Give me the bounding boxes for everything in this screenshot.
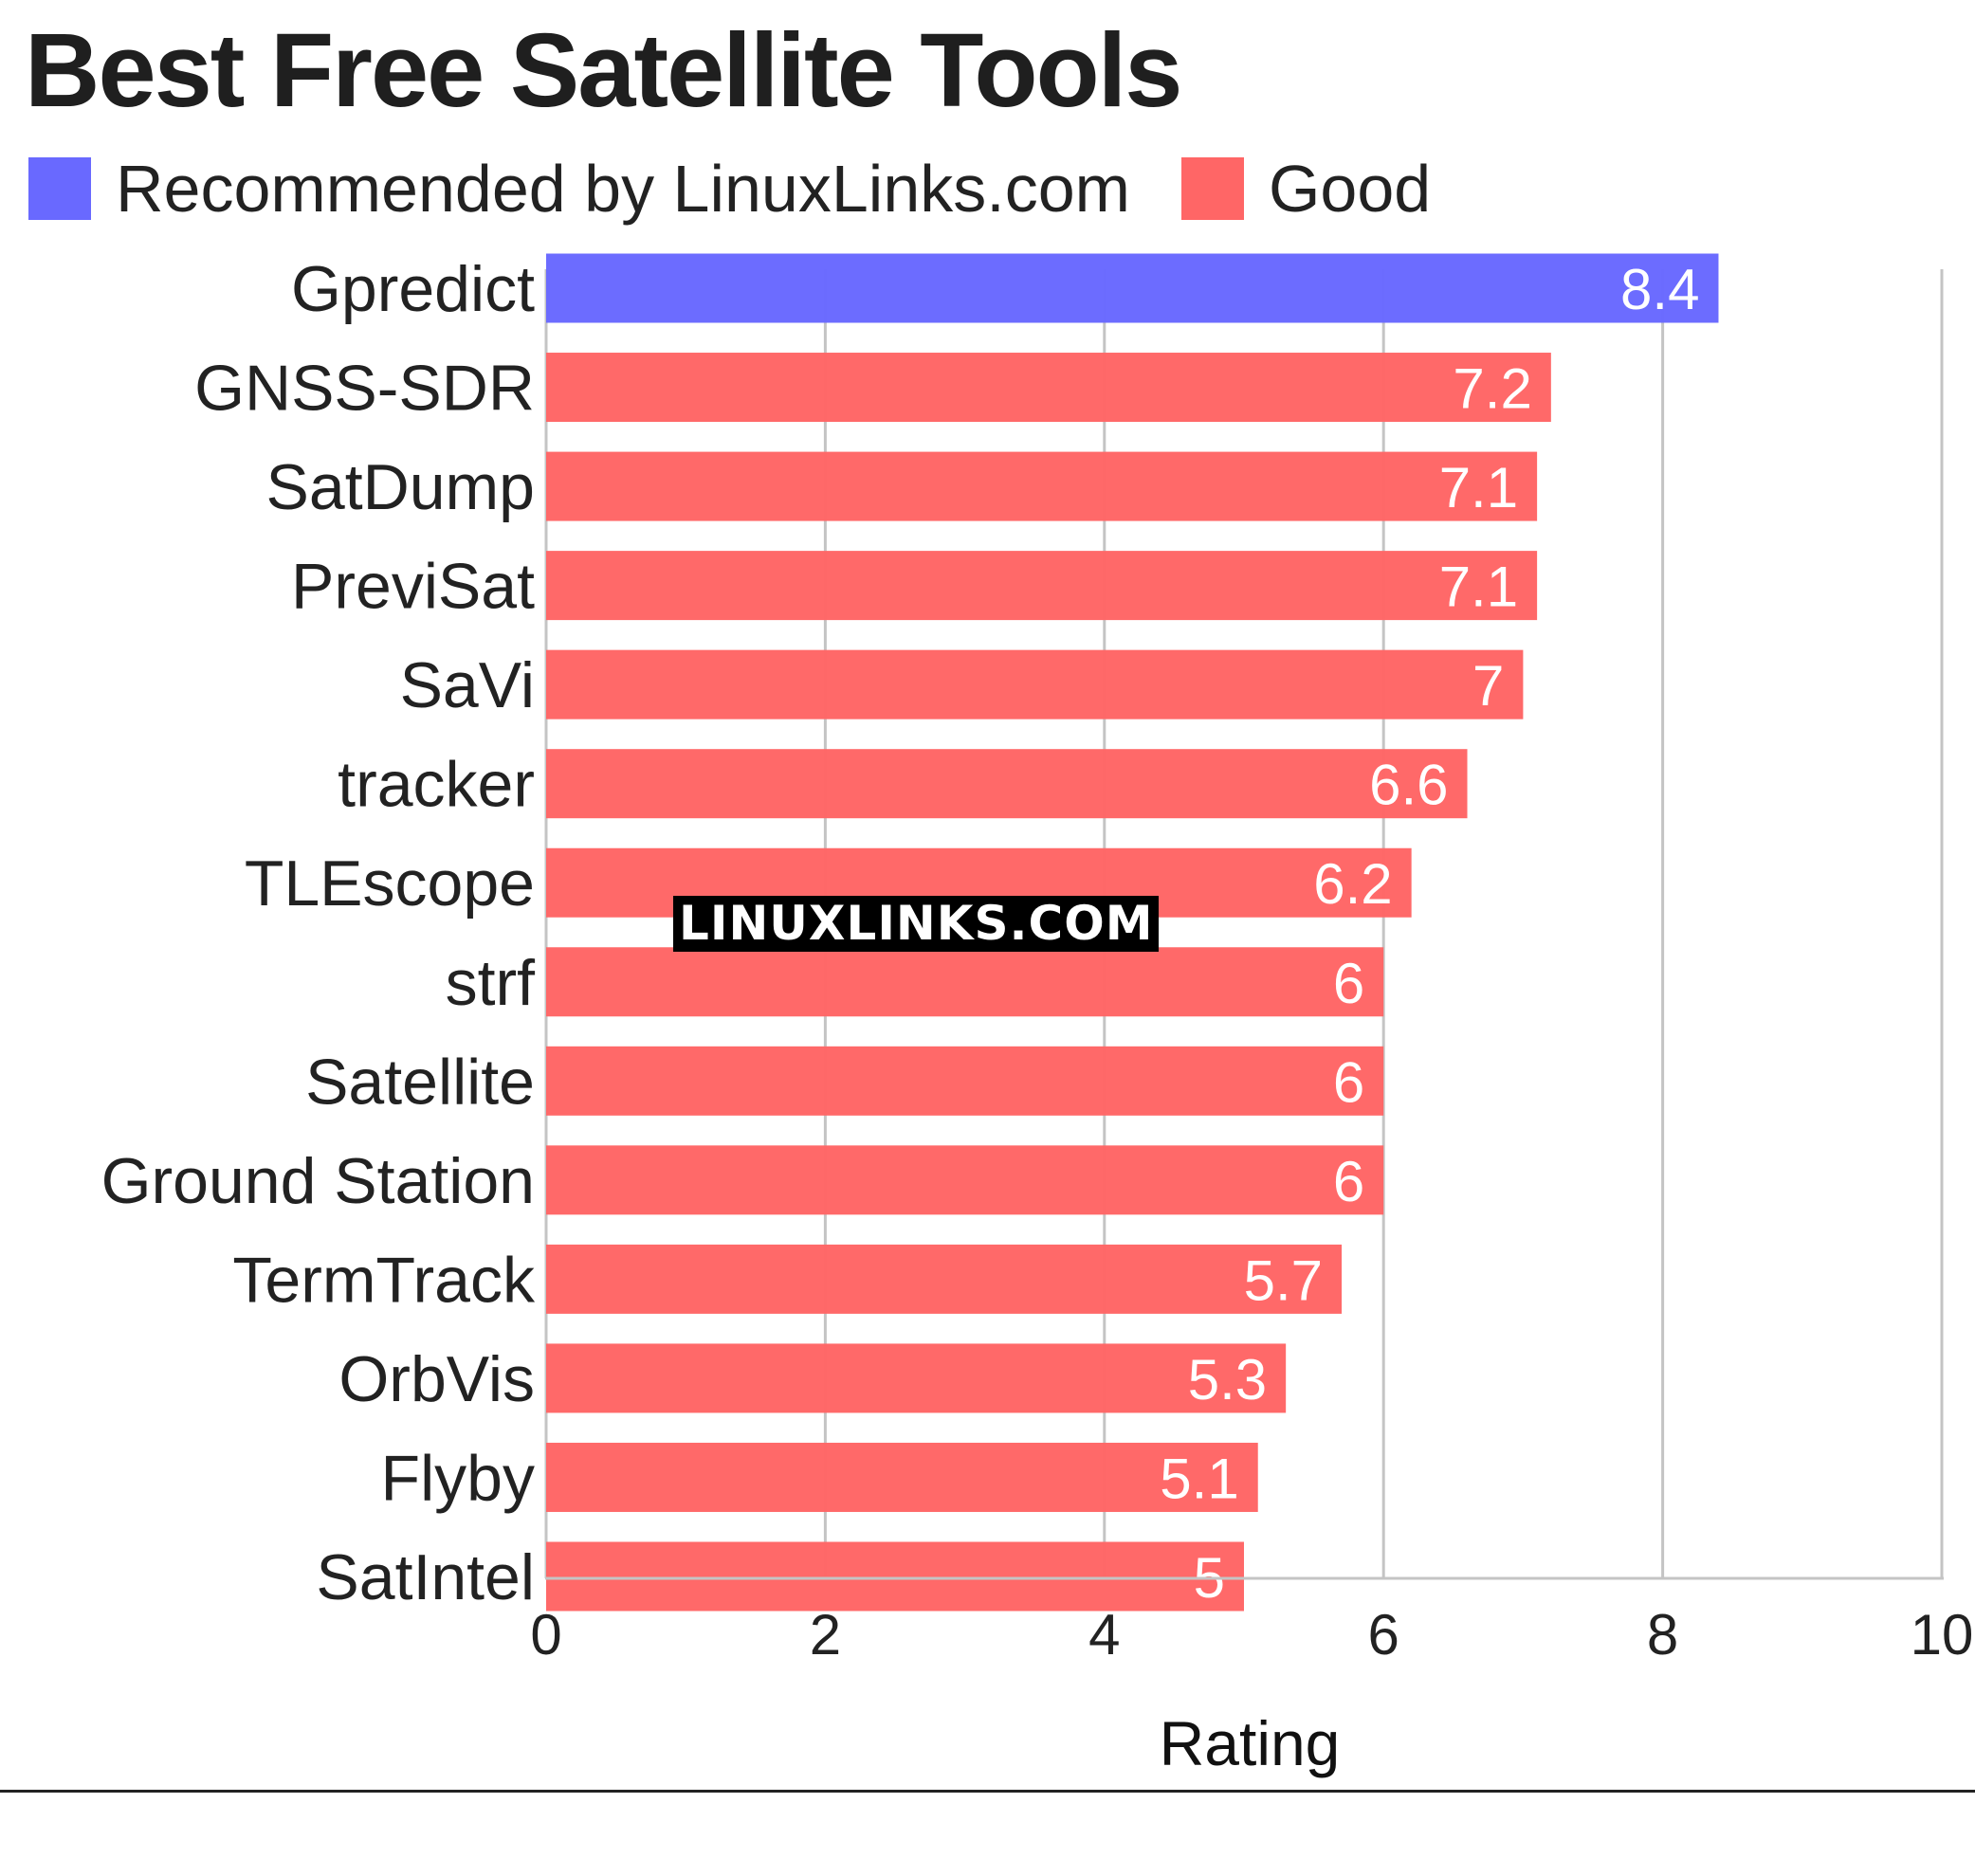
value-label: 7.2 — [1453, 357, 1531, 421]
bar — [546, 451, 1538, 521]
legend-label-recommended: Recommended by LinuxLinks.com — [116, 152, 1130, 226]
value-label: 5.3 — [1188, 1348, 1267, 1412]
bar — [546, 551, 1538, 621]
bar — [546, 1541, 1244, 1612]
bar — [546, 649, 1524, 719]
x-tick-label: 6 — [1368, 1603, 1399, 1667]
category-label: tracker — [338, 749, 535, 821]
value-label: 7.1 — [1439, 456, 1518, 519]
bar — [546, 353, 1551, 423]
bar — [546, 1343, 1287, 1413]
bar — [546, 1244, 1343, 1314]
bars — [546, 253, 1719, 1612]
bar — [546, 749, 1468, 819]
category-label: Flyby — [381, 1442, 535, 1514]
value-label: 5.1 — [1160, 1447, 1238, 1510]
x-axis-label: Rating — [1160, 1708, 1341, 1778]
category-label: Ground Station — [101, 1145, 535, 1217]
bar — [546, 1046, 1384, 1116]
chart-legend: Recommended by LinuxLinks.com Good — [28, 151, 1482, 227]
bar — [546, 1442, 1258, 1512]
x-tick-label: 4 — [1088, 1603, 1120, 1667]
category-label: SaVi — [400, 649, 535, 721]
legend-item-good: Good — [1180, 151, 1432, 227]
category-label: GNSS-SDR — [194, 353, 535, 425]
value-label: 6.2 — [1313, 852, 1392, 916]
bar — [546, 253, 1719, 323]
chart-title: Best Free Satellite Tools — [25, 12, 1182, 129]
bar — [546, 947, 1384, 1017]
watermark-logo: LINUXLINKS.COM — [673, 896, 1160, 952]
category-label: Satellite — [305, 1046, 535, 1118]
value-label: 6 — [1333, 1150, 1364, 1213]
x-tick-label: 0 — [530, 1603, 561, 1667]
legend-swatch-recommended — [28, 157, 91, 220]
value-label: 7 — [1472, 654, 1504, 718]
category-label: TermTrack — [232, 1244, 536, 1316]
x-axis: 0 2 4 6 8 10 Rating — [530, 1576, 1974, 1778]
category-label: strf — [446, 947, 536, 1019]
x-tick-label: 2 — [810, 1603, 841, 1667]
x-tick-label: 10 — [1911, 1603, 1974, 1667]
category-label: TLEscope — [245, 847, 535, 920]
value-label: 6 — [1333, 952, 1364, 1015]
category-labels: Gpredict GNSS-SDR SatDump PreviSat SaVi track… — [101, 253, 536, 1613]
bottom-divider — [0, 1790, 1975, 1793]
legend-swatch-good — [1180, 157, 1244, 220]
value-label: 6.6 — [1369, 754, 1448, 817]
category-label: Gpredict — [291, 253, 535, 325]
value-label: 5.7 — [1244, 1248, 1323, 1312]
category-label: SatDump — [266, 451, 535, 523]
value-label: 7.1 — [1439, 556, 1518, 619]
x-tick-label: 8 — [1647, 1603, 1678, 1667]
bar — [546, 1145, 1384, 1215]
category-label: OrbVis — [338, 1343, 535, 1415]
value-label: 6 — [1333, 1050, 1364, 1114]
legend-label-good: Good — [1268, 152, 1432, 226]
legend-item-recommended: Recommended by LinuxLinks.com — [28, 151, 1130, 227]
category-label: PreviSat — [291, 551, 535, 623]
category-label: SatIntel — [316, 1541, 535, 1613]
value-label: 8.4 — [1620, 258, 1699, 321]
